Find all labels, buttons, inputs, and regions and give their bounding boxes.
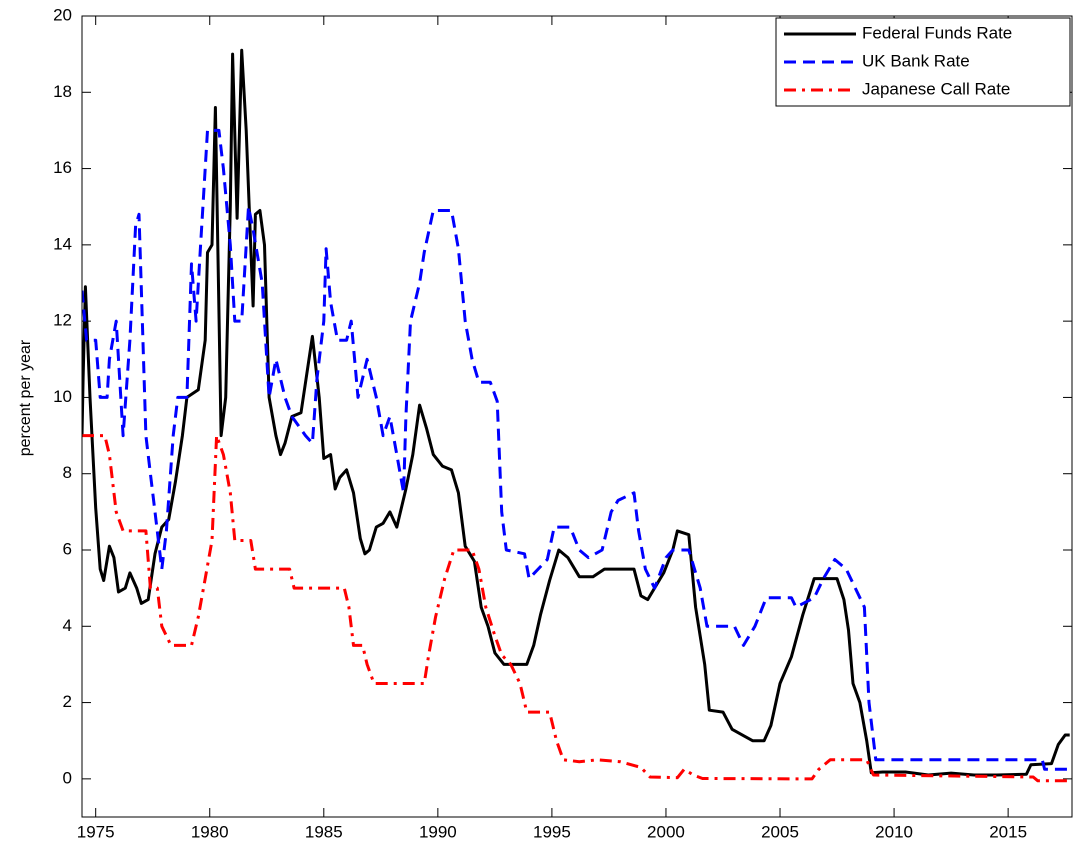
- series-line: [82, 128, 1070, 771]
- legend-label: Japanese Call Rate: [862, 79, 1010, 98]
- y-tick-label: 4: [63, 616, 72, 635]
- series-line: [82, 434, 1070, 783]
- series-line: [82, 48, 1070, 777]
- y-axis-label: percent per year: [17, 339, 34, 456]
- x-tick-label: 2000: [647, 822, 685, 841]
- x-tick-label: 1995: [533, 822, 571, 841]
- x-tick-label: 1975: [77, 822, 115, 841]
- x-tick-label: 1985: [305, 822, 343, 841]
- y-tick-label: 0: [63, 768, 72, 787]
- x-tick-label: 2015: [989, 822, 1027, 841]
- x-tick-label: 2010: [875, 822, 913, 841]
- axes-box: [81, 15, 1073, 818]
- y-tick-label: 16: [53, 158, 72, 177]
- y-tick-label: 2: [63, 692, 72, 711]
- y-tick-label: 20: [53, 5, 72, 24]
- y-tick-label: 14: [53, 234, 72, 253]
- y-tick-label: 18: [53, 82, 72, 101]
- legend-label: UK Bank Rate: [862, 51, 970, 70]
- legend-label: Federal Funds Rate: [862, 23, 1012, 42]
- x-tick-label: 2005: [761, 822, 799, 841]
- y-tick-label: 12: [53, 311, 72, 330]
- plot-area: [82, 48, 1070, 783]
- y-tick-label: 10: [53, 387, 72, 406]
- y-tick-label: 8: [63, 463, 72, 482]
- y-tick-label: 6: [63, 539, 72, 558]
- x-tick-label: 1990: [419, 822, 457, 841]
- x-tick-label: 1980: [191, 822, 229, 841]
